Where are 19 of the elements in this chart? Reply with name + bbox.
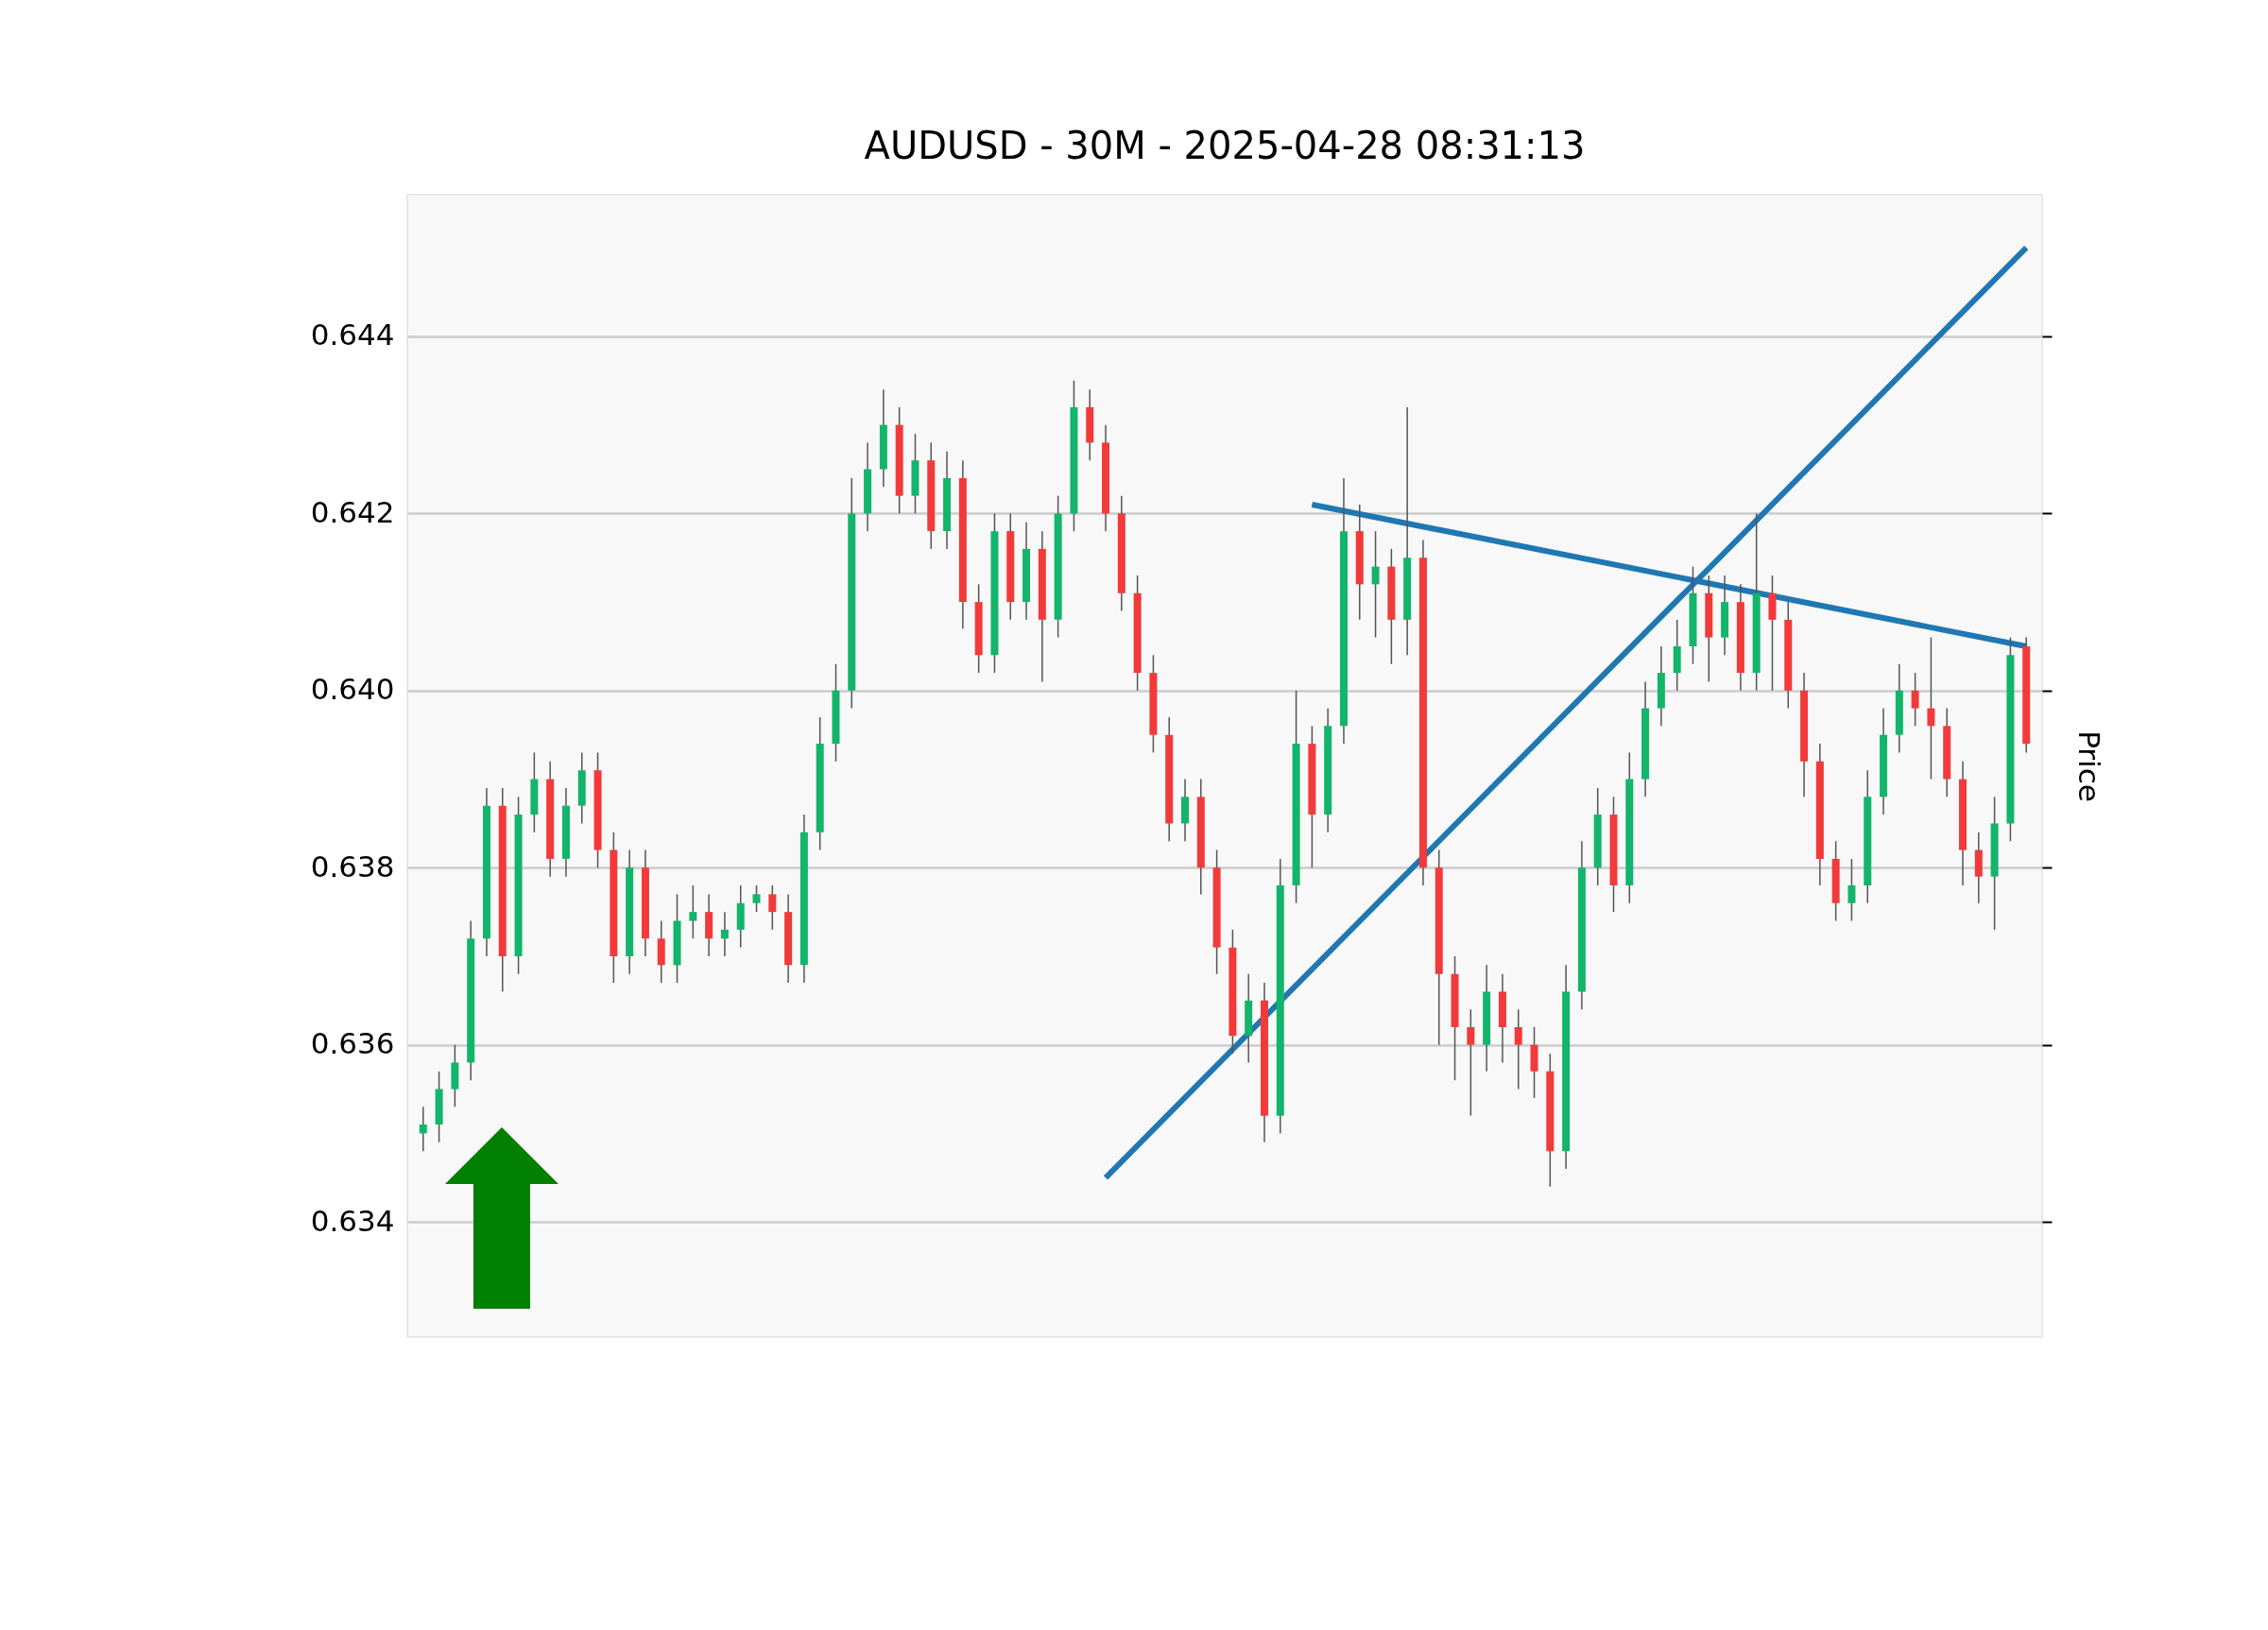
- y-tick-label: 0.644: [310, 317, 395, 352]
- y-tick-label: 0.638: [310, 849, 395, 884]
- candlestick: [1927, 636, 1935, 781]
- y-tick-label: 0.642: [310, 494, 395, 529]
- candlestick: [720, 911, 729, 957]
- y-tick-label: 0.634: [310, 1203, 395, 1238]
- y-tick-label: 0.636: [310, 1026, 395, 1061]
- chart-title: AUDUSD - 30M - 2025-04-28 08:31:13: [864, 124, 1586, 167]
- candlestick: [1847, 858, 1856, 922]
- y-axis-title: Price: [2071, 730, 2106, 802]
- candlestick: [1467, 1008, 1475, 1117]
- candlestick: [1911, 672, 1919, 728]
- candlestick: [689, 884, 697, 940]
- candlestick: [419, 1106, 427, 1152]
- candlestick: [768, 884, 777, 931]
- candlestick: [752, 884, 761, 913]
- y-tick-label: 0.640: [310, 672, 395, 707]
- candlestick: [1371, 530, 1380, 639]
- candlestick: [1514, 1008, 1522, 1090]
